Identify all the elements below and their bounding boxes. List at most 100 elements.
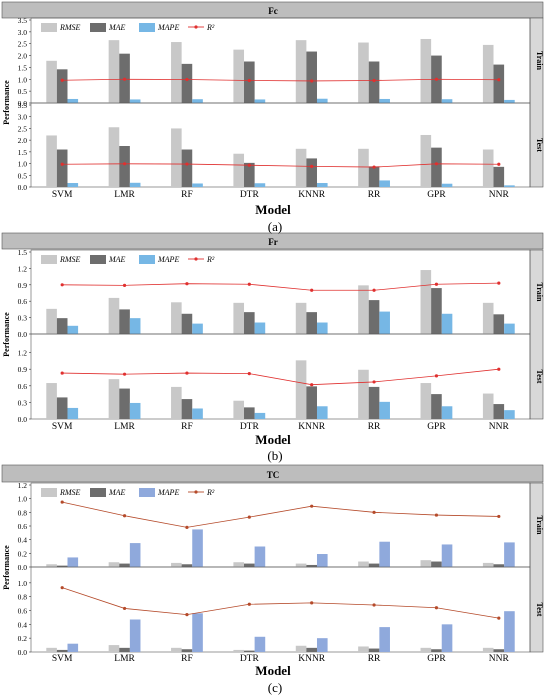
y-axis-title: Performance	[2, 312, 11, 357]
r2-point	[122, 606, 127, 611]
y-tick-label: 0.4	[18, 620, 28, 629]
mape-bar	[316, 554, 328, 567]
mape-bar	[504, 323, 515, 334]
x-tick-label: LMR	[114, 190, 135, 200]
y-tick-label: 3.0	[18, 28, 28, 37]
rmse-bar	[482, 44, 494, 103]
r2-point	[122, 283, 127, 287]
x-tick-label: KNNR	[298, 654, 326, 664]
x-tick-label: LMR	[114, 654, 135, 664]
mae-bar	[244, 650, 255, 652]
r2-point	[185, 525, 189, 529]
facet-strip	[529, 249, 544, 420]
r2-point	[247, 602, 251, 606]
title-strip	[1, 464, 544, 483]
x-tick-label: GPR	[427, 190, 446, 200]
x-tick-label: SVM	[52, 654, 73, 664]
x-tick-label: RF	[181, 422, 193, 432]
mae-bar	[181, 149, 193, 187]
mape-bar	[254, 183, 266, 187]
rmse-bar	[108, 379, 120, 419]
y-tick-label: 0.0	[18, 648, 28, 657]
r2-point	[310, 504, 314, 508]
r2-point	[434, 77, 439, 81]
y-tick-label: 0.0	[18, 99, 28, 108]
legend-swatch	[194, 25, 198, 29]
mape-bar	[192, 183, 203, 187]
y-tick-label: 0.6	[18, 297, 28, 306]
legend-label: RMSE	[59, 255, 81, 264]
mape-bar	[129, 619, 141, 652]
r2-point	[122, 372, 127, 376]
r2-point	[60, 283, 64, 287]
x-tick-label: RR	[368, 422, 381, 432]
mape-bar	[379, 98, 390, 103]
rmse-bar	[358, 42, 369, 103]
rmse-bar	[46, 135, 57, 187]
mae-bar	[431, 394, 442, 419]
rmse-bar	[295, 360, 307, 419]
r2-line	[62, 501, 499, 528]
mae-bar	[119, 388, 130, 419]
legend-swatch	[194, 257, 198, 261]
x-tick-label: SVM	[52, 422, 73, 432]
mape-bar	[379, 311, 390, 334]
mape-bar	[379, 401, 390, 419]
mae-bar	[306, 386, 317, 419]
rmse-bar	[171, 302, 182, 334]
mae-bar	[306, 51, 317, 103]
facet-strip	[529, 17, 544, 188]
mape-bar	[316, 183, 328, 187]
r2-point	[497, 514, 501, 519]
r2-point	[310, 164, 314, 168]
y-tick-label: 2.5	[18, 40, 28, 49]
y-tick-label: 0.3	[18, 314, 28, 323]
y-tick-label: 3.5	[18, 101, 28, 110]
x-tick-label: RF	[181, 654, 193, 664]
x-tick-label: RR	[368, 654, 381, 664]
r2-point	[310, 383, 314, 387]
mae-bar	[368, 648, 380, 652]
mape-bar	[316, 322, 328, 334]
mae-bar	[181, 649, 193, 652]
legend-label: R²	[206, 255, 215, 264]
facet-label-test: Test	[535, 603, 544, 617]
y-tick-label: 1.0	[18, 160, 28, 169]
x-tick-label: KNNR	[298, 190, 326, 200]
y-tick-label: 0.8	[18, 593, 28, 602]
rmse-bar	[171, 128, 182, 187]
rmse-bar	[108, 562, 120, 567]
mae-bar	[493, 64, 505, 103]
mae-bar	[56, 318, 68, 334]
legend-swatch	[139, 23, 155, 32]
rmse-bar	[358, 561, 369, 567]
y-tick-label: 1.2	[18, 264, 28, 273]
x-tick-label: SVM	[52, 190, 73, 200]
x-tick-label: GPR	[427, 654, 446, 664]
y-tick-label: 0.6	[18, 522, 28, 531]
mae-bar	[368, 300, 380, 334]
r2-point	[247, 372, 251, 376]
legend-label: R²	[206, 488, 215, 497]
mae-bar	[493, 404, 505, 419]
y-tick-label: 0.2	[18, 634, 28, 643]
x-tick-label: NNR	[489, 190, 510, 200]
y-tick-label: 1.5	[18, 63, 28, 72]
mape-bar	[441, 406, 453, 419]
mape-bar	[129, 318, 141, 334]
panel-frame	[30, 102, 531, 188]
x-tick-label: KNNR	[298, 422, 326, 432]
r2-point	[434, 513, 439, 517]
y-tick-label: 1.0	[18, 495, 28, 504]
r2-point	[185, 282, 189, 286]
x-tick-label: NNR	[489, 422, 510, 432]
legend-label: MAE	[108, 488, 126, 497]
mape-bar	[67, 557, 79, 567]
rmse-bar	[358, 646, 369, 652]
x-tick-label: DTR	[240, 654, 260, 664]
rmse-bar	[358, 285, 369, 334]
mae-bar	[306, 647, 317, 652]
x-tick-label: DTR	[240, 190, 260, 200]
facet-label-train: Train	[535, 51, 544, 71]
